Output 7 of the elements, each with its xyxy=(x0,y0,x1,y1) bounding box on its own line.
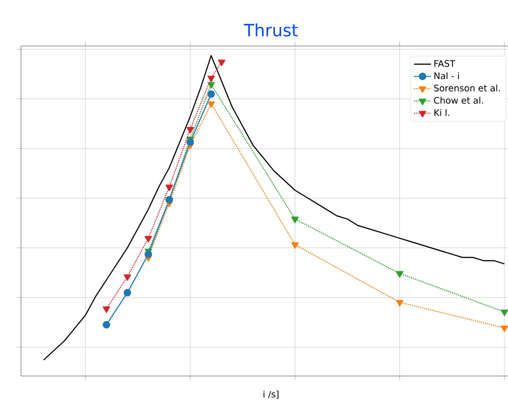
chart-title: Thrust xyxy=(244,23,298,36)
legend-label: Ki l. xyxy=(434,109,450,116)
legend-label: Chow et al. xyxy=(434,96,483,104)
legend-label: Nal - i xyxy=(434,72,459,80)
legend-label: Sorenson et al. xyxy=(434,84,500,92)
x-axis-title: i /s] xyxy=(264,390,278,399)
legend-label: FAST xyxy=(434,60,456,67)
